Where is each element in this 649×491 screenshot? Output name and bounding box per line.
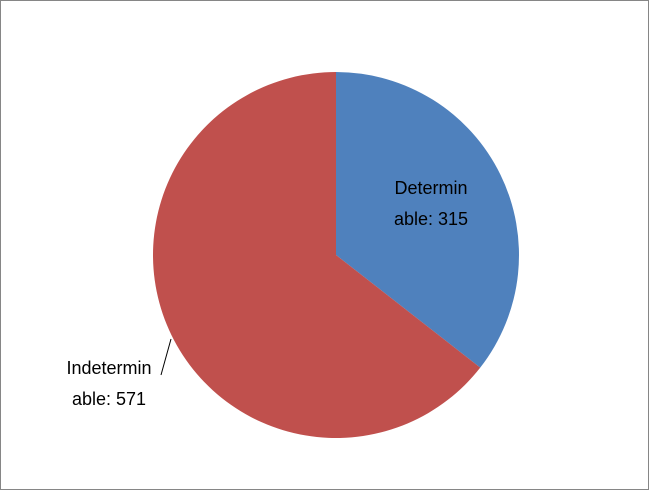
pie-slices [152, 72, 519, 438]
data-label-line: Determin [394, 178, 467, 198]
data-label-line: able: 571 [72, 389, 146, 409]
label-leader-line [160, 338, 172, 376]
data-label-line: Indetermin [66, 358, 151, 378]
pie-slice-indeterminable [152, 72, 481, 438]
data-label-determinable: Determin able: 315 [394, 178, 468, 229]
pie-slice-determinable [336, 72, 519, 368]
data-label-line: able: 315 [394, 209, 468, 229]
data-labels: Determin able: 315 Indetermin able: 571 [66, 178, 468, 409]
data-label-indeterminable: Indetermin able: 571 [66, 358, 151, 409]
